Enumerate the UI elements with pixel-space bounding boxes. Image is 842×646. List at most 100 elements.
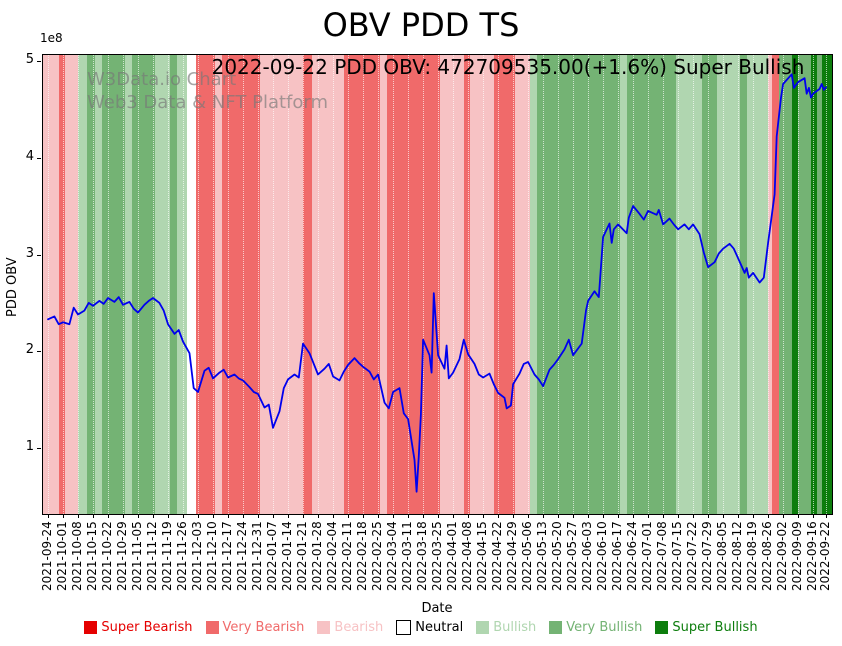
x-tick-label: 2022-05-27	[565, 521, 580, 591]
x-tick-mark	[468, 514, 470, 518]
x-tick-label: 2022-08-26	[760, 521, 775, 591]
x-tick-mark	[558, 514, 560, 518]
x-tick-label: 2022-07-15	[670, 521, 685, 591]
x-tick-label: 2022-09-09	[790, 521, 805, 591]
x-tick-mark	[48, 514, 49, 518]
x-tick-mark	[93, 514, 94, 518]
x-tick-label: 2021-12-03	[190, 521, 204, 591]
x-ticks: 2021-09-24 2021-10-01 2021-10-08 2021-10-15…	[40, 514, 832, 603]
x-tick-mark	[408, 514, 410, 518]
x-tick-label: 2022-05-13	[535, 521, 550, 591]
x-gridline	[603, 54, 605, 514]
sentiment-band-bearish	[470, 54, 494, 514]
legend-item-bearish: Bearish	[317, 620, 383, 635]
x-tick-label: 2022-05-06	[520, 521, 535, 591]
x-gridline	[363, 54, 365, 514]
x-tick-mark	[333, 514, 335, 518]
x-tick-label: 2022-04-29	[505, 521, 520, 591]
x-gridline	[348, 54, 350, 514]
x-gridline	[393, 54, 395, 514]
x-tick-mark	[273, 514, 274, 518]
legend-swatch	[476, 621, 490, 634]
legend-swatch	[655, 621, 669, 634]
x-gridline	[138, 54, 139, 514]
sentiment-band-bullish	[620, 54, 627, 514]
x-tick-mark	[783, 514, 785, 518]
x-tick-label: 2022-07-22	[685, 521, 700, 591]
x-gridline	[738, 54, 740, 514]
sentiment-band-bearish	[215, 54, 222, 514]
x-gridline	[273, 54, 274, 514]
x-tick-label: 2022-06-24	[625, 521, 640, 591]
sentiment-band-bullish	[125, 54, 132, 514]
sentiment-band-bearish	[42, 54, 59, 514]
x-tick-mark	[183, 514, 184, 518]
legend-label: Neutral	[415, 620, 464, 635]
watermark-line1: W3Data.io Chart	[87, 69, 237, 90]
x-gridline	[708, 54, 710, 514]
x-tick-mark	[618, 514, 620, 518]
x-tick-label: 2021-09-24	[40, 521, 54, 591]
sentiment-band-bullish	[78, 54, 87, 514]
x-tick-label: 2022-06-17	[610, 521, 625, 591]
x-tick-label: 2022-04-22	[490, 521, 505, 591]
x-tick-mark	[573, 514, 575, 518]
x-tick-mark	[483, 514, 485, 518]
x-tick-mark	[693, 514, 695, 518]
legend-swatch	[205, 621, 219, 634]
y-axis-offset-text: 1e8	[40, 31, 63, 45]
legend-label: Bullish	[493, 620, 537, 635]
x-tick-label: 2022-04-15	[475, 521, 490, 591]
x-gridline	[93, 54, 94, 514]
y-tick-label: 3	[25, 245, 34, 261]
y-tick-mark	[37, 60, 41, 62]
x-gridline	[678, 54, 680, 514]
sentiment-band-bearish	[440, 54, 464, 514]
sentiment-band-very_bullish	[170, 54, 177, 514]
x-tick-label: 2022-08-05	[715, 521, 730, 591]
sentiment-band-very_bullish	[701, 54, 717, 514]
x-tick-label: 2022-04-08	[460, 521, 475, 591]
sentiment-band-very_bullish	[86, 54, 96, 514]
sentiment-band-bullish	[95, 54, 102, 514]
x-gridline	[318, 54, 319, 514]
x-tick-mark	[198, 514, 199, 518]
sentiment-band-very_bullish	[536, 54, 621, 514]
x-gridline	[498, 54, 500, 514]
sentiment-band-very_bearish	[772, 54, 779, 514]
legend-label: Super Bullish	[672, 620, 758, 635]
x-tick-label: 2022-02-25	[370, 521, 385, 591]
x-tick-mark	[228, 514, 229, 518]
x-gridline	[663, 54, 665, 514]
x-tick-mark	[813, 514, 815, 518]
sentiment-band-very_bullish	[798, 54, 811, 514]
sentiment-band-bullish	[530, 54, 537, 514]
sentiment-band-bearish	[311, 54, 344, 514]
x-gridline	[198, 54, 199, 514]
x-gridline	[468, 54, 470, 514]
y-tick-label: 1	[25, 439, 34, 455]
x-tick-label: 2022-06-03	[580, 521, 595, 591]
x-tick-label: 2022-02-11	[340, 521, 355, 591]
x-tick-mark	[633, 514, 635, 518]
x-gridline	[438, 54, 440, 514]
x-tick-mark	[78, 514, 79, 518]
obv-line-path	[47, 73, 827, 493]
x-gridline	[558, 54, 560, 514]
x-tick-label: 2021-11-05	[130, 521, 144, 591]
sentiment-band-very_bullish	[817, 54, 822, 514]
x-gridline	[543, 54, 545, 514]
y-tick-mark	[37, 351, 41, 353]
x-tick-label: 2021-10-01	[55, 521, 69, 591]
x-tick-label: 2022-03-18	[415, 521, 430, 591]
x-tick-label: 2022-01-28	[310, 521, 324, 591]
legend-swatch	[549, 621, 563, 634]
sentiment-band-super_bullish	[791, 54, 799, 514]
x-tick-mark	[423, 514, 425, 518]
sentiment-band-very_bullish	[101, 54, 126, 514]
x-tick-label: 2022-09-02	[775, 521, 790, 591]
x-tick-label: 2022-06-10	[595, 521, 610, 591]
x-tick-mark	[543, 514, 545, 518]
x-tick-label: 2021-12-17	[220, 521, 234, 591]
x-gridline	[258, 54, 259, 514]
